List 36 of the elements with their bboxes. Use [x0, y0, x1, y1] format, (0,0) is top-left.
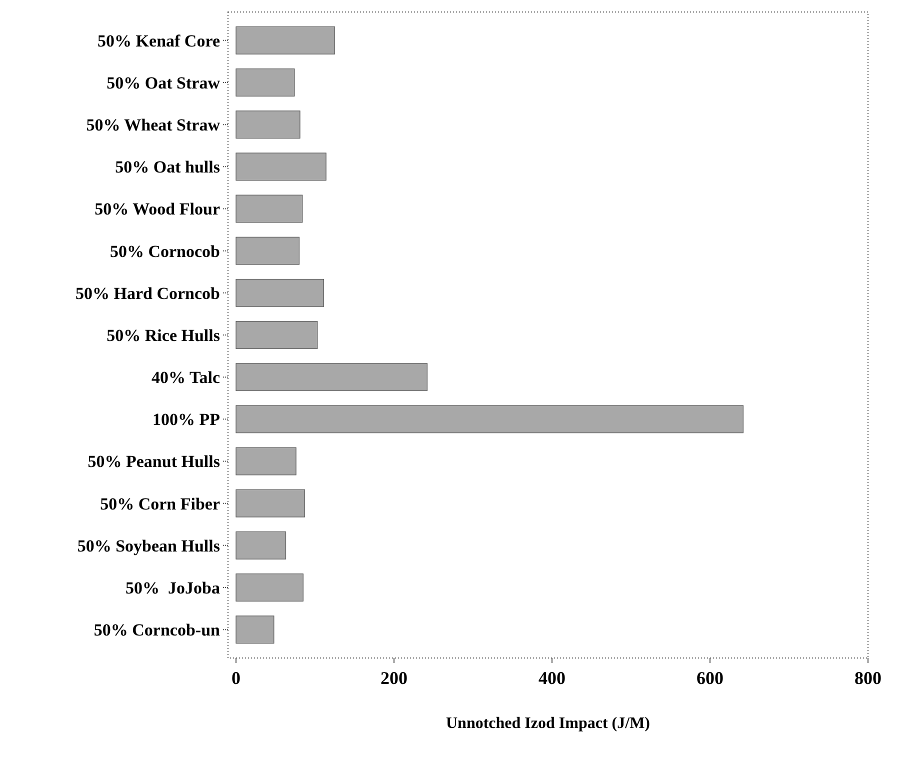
y-tick-label: 50% Cornocob — [110, 242, 220, 261]
bar — [236, 405, 744, 434]
bar — [236, 531, 286, 560]
y-tick-label: 40% Talc — [152, 368, 220, 388]
bar — [236, 574, 304, 602]
x-axis-title: Unnotched Izod Impact (J/M) — [446, 715, 650, 732]
x-tick-label: 400 — [538, 668, 566, 688]
bar — [236, 152, 326, 181]
y-tick-label: 50% Oat hulls — [115, 158, 220, 177]
y-tick-label: 100% PP — [152, 410, 220, 430]
bar — [236, 363, 428, 392]
bar — [236, 26, 336, 54]
x-tick-label: 200 — [380, 668, 408, 688]
y-tick-label: 50% Corn Fiber — [100, 494, 220, 514]
bar — [236, 68, 295, 96]
bar — [236, 110, 300, 139]
bar — [236, 489, 306, 518]
y-tick-label: 50% Corncob-un — [94, 620, 221, 640]
y-tick-label: 50% Wheat Straw — [86, 116, 221, 135]
y-tick-label: 50% Hard Corncob — [76, 284, 220, 303]
y-tick-label: 50% Soybean Hulls — [77, 536, 220, 556]
bar — [236, 194, 303, 223]
y-tick-label: 50% Rice Hulls — [106, 326, 220, 345]
x-tick-label: 600 — [696, 668, 724, 688]
bar — [236, 236, 300, 265]
y-tick-label: 50% Peanut Hulls — [88, 452, 220, 472]
bar — [236, 278, 324, 307]
bar — [236, 616, 274, 644]
y-tick-label: 50% Wood Flour — [94, 200, 220, 219]
x-tick-label: 800 — [854, 668, 882, 688]
y-tick-label: 50% JoJoba — [126, 578, 220, 598]
bar — [236, 447, 296, 476]
y-tick-label: 50% Oat Straw — [106, 73, 221, 92]
bar — [236, 321, 318, 349]
x-tick-label: 0 — [232, 668, 240, 688]
y-tick-label: 50% Kenaf Core — [98, 31, 220, 50]
